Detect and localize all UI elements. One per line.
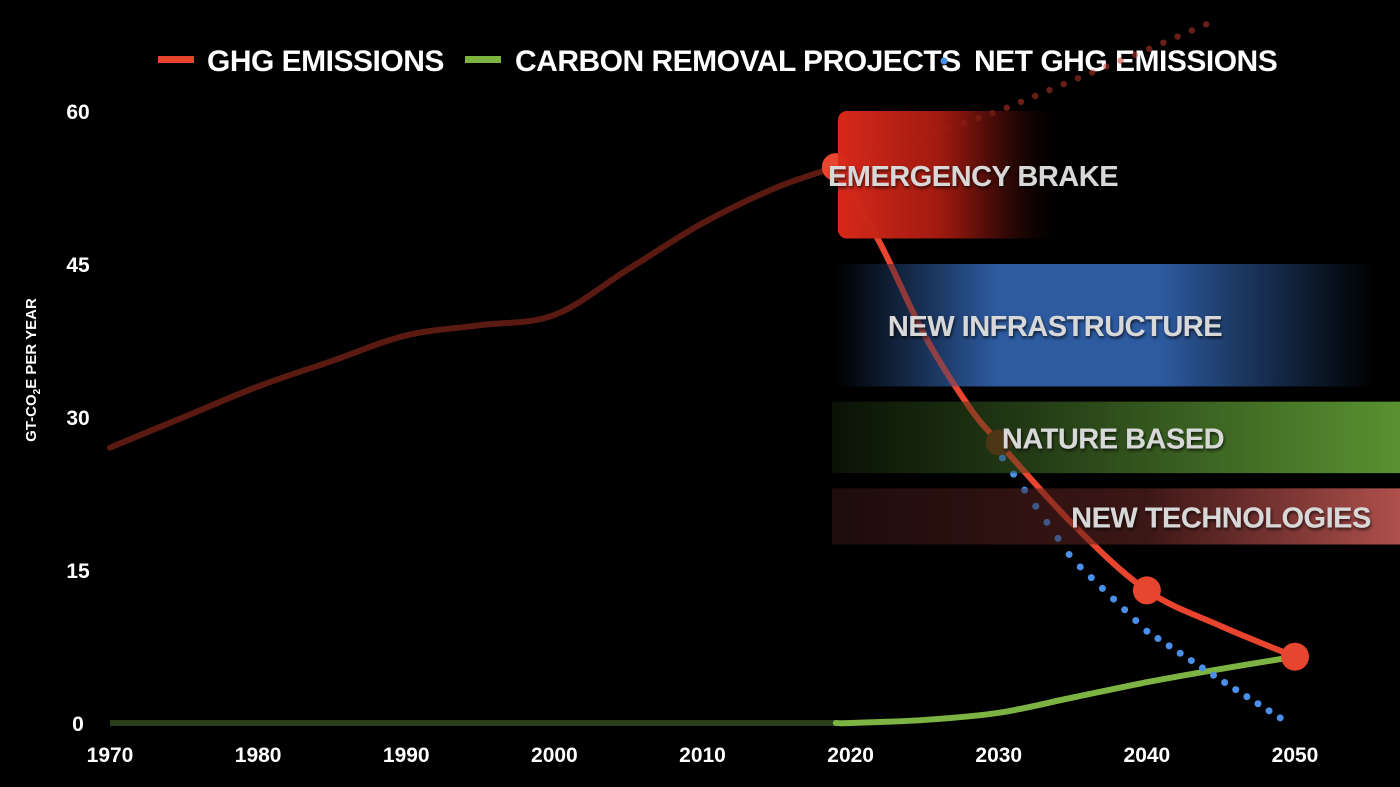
net-ghg-dot — [1154, 635, 1162, 643]
band-label-new-infrastructure: NEW INFRASTRUCTURE — [888, 311, 1222, 343]
net-ghg-dot — [1132, 616, 1140, 624]
net-ghg-dot — [1254, 700, 1262, 708]
y-axis-ticks: 0 15 30 45 60 — [66, 101, 90, 736]
net-ghg-dot — [1221, 679, 1229, 687]
net-ghg-dot — [1176, 649, 1184, 657]
ghg-milestone-marker — [1281, 642, 1309, 671]
bau-dot — [1202, 21, 1210, 28]
band-new-technologies-overlay — [832, 488, 1400, 545]
x-tick-label: 1990 — [383, 744, 430, 767]
band-label-new-technologies: NEW TECHNOLOGIES — [1071, 502, 1371, 534]
band-nature-based-overlay — [832, 401, 1400, 474]
y-tick-label: 15 — [66, 560, 90, 583]
legend-label-carbon-removal: CARBON REMOVAL PROJECTS — [515, 45, 961, 78]
y-tick-label: 60 — [66, 101, 89, 124]
legend-swatch-ghg — [158, 56, 194, 63]
net-ghg-dot — [1098, 584, 1106, 592]
net-ghg-dot — [1076, 563, 1084, 571]
legend-label-net-ghg: NET GHG EMISSIONS — [974, 45, 1277, 78]
bau-dot — [1060, 80, 1067, 88]
bau-dot — [1117, 57, 1124, 64]
y-tick-label: 0 — [72, 713, 84, 736]
bau-dot — [1160, 39, 1167, 46]
x-tick-label: 1980 — [235, 744, 282, 767]
bau-dot — [1032, 92, 1039, 100]
ghg-milestone-marker — [1132, 576, 1161, 605]
series-lines — [107, 21, 1400, 727]
x-axis-ticks: 1970 1980 1990 2000 2010 2020 2030 2040 2050 — [87, 744, 1319, 767]
bau-dot — [1074, 75, 1082, 82]
net-ghg-dot — [1232, 686, 1240, 694]
net-ghg-dot — [1210, 671, 1218, 679]
x-tick-label: 2050 — [1272, 744, 1319, 767]
bau-dot — [1131, 51, 1139, 58]
net-ghg-dot — [1065, 550, 1073, 558]
net-ghg-dot — [1165, 642, 1173, 650]
ghg-historical-line — [107, 164, 839, 451]
legend-label-ghg: GHG EMISSIONS — [207, 45, 444, 78]
strategy-band-labels: EMERGENCY BRAKE NEW INFRASTRUCTURE NATURE … — [828, 161, 1372, 535]
legend-item-carbon-removal: CARBON REMOVAL PROJECTS — [465, 45, 961, 78]
bau-dot — [1103, 63, 1110, 70]
legend: GHG EMISSIONS CARBON REMOVAL PROJECTS NE… — [158, 45, 1278, 78]
net-ghg-dot — [1198, 664, 1206, 672]
legend-swatch-carbon-removal — [465, 56, 501, 63]
y-tick-label: 30 — [66, 407, 89, 430]
y-tick-label: 45 — [66, 254, 90, 277]
band-label-emergency-brake: EMERGENCY BRAKE — [828, 161, 1118, 193]
bau-dot — [1145, 45, 1153, 53]
band-label-nature-based: NATURE BASED — [1002, 423, 1224, 455]
net-ghg-dot — [1110, 595, 1118, 603]
net-ghg-dot — [1087, 574, 1095, 582]
bau-dot — [1088, 69, 1096, 76]
legend-item-net-ghg: NET GHG EMISSIONS — [940, 45, 1278, 78]
net-ghg-dot — [1276, 714, 1284, 722]
bau-dot — [1017, 98, 1025, 106]
bau-dot — [1046, 86, 1053, 94]
net-ghg-dot — [1265, 707, 1273, 715]
legend-dot-net-ghg — [940, 57, 948, 65]
net-ghg-dot — [1143, 627, 1151, 635]
net-ghg-dot — [1187, 657, 1195, 665]
band-emergency-brake-overlay — [838, 111, 1063, 239]
carbon-removal-line — [832, 653, 1298, 727]
bau-dot — [1174, 33, 1181, 40]
band-new-infrastructure-overlay — [835, 264, 1375, 387]
bau-dot — [1003, 104, 1010, 111]
x-tick-label: 2010 — [679, 744, 726, 767]
x-tick-label: 2000 — [531, 744, 578, 767]
x-tick-label: 1970 — [87, 744, 134, 767]
net-ghg-dot — [1243, 693, 1251, 701]
x-tick-label: 2030 — [975, 744, 1022, 767]
y-axis-label: GT-CO2E PER YEAR — [23, 298, 43, 442]
legend-item-ghg-emissions: GHG EMISSIONS — [158, 45, 444, 78]
bau-dot — [1188, 27, 1196, 34]
net-ghg-dot — [1121, 606, 1129, 614]
x-tick-label: 2040 — [1124, 744, 1171, 767]
x-tick-label: 2020 — [827, 744, 874, 767]
